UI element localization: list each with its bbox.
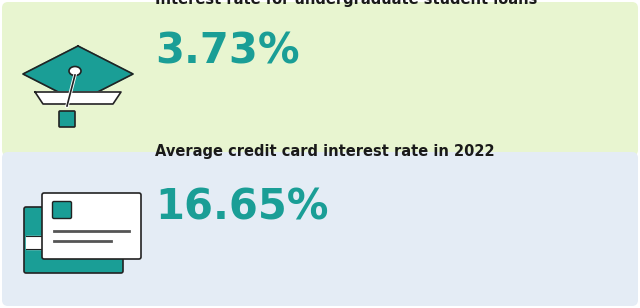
FancyBboxPatch shape — [2, 2, 638, 156]
Ellipse shape — [69, 67, 81, 75]
FancyBboxPatch shape — [59, 111, 75, 127]
Bar — [26, 236, 121, 249]
Text: 3.73%: 3.73% — [155, 30, 300, 72]
Polygon shape — [35, 92, 121, 104]
FancyBboxPatch shape — [42, 193, 141, 259]
Text: Interest rate for undergraduate student loans: Interest rate for undergraduate student … — [155, 0, 538, 7]
Polygon shape — [23, 46, 133, 102]
FancyBboxPatch shape — [24, 207, 123, 273]
Text: Average credit card interest rate in 2022: Average credit card interest rate in 202… — [155, 144, 495, 159]
FancyBboxPatch shape — [2, 152, 638, 306]
FancyBboxPatch shape — [52, 201, 72, 218]
Text: 16.65%: 16.65% — [155, 186, 328, 228]
